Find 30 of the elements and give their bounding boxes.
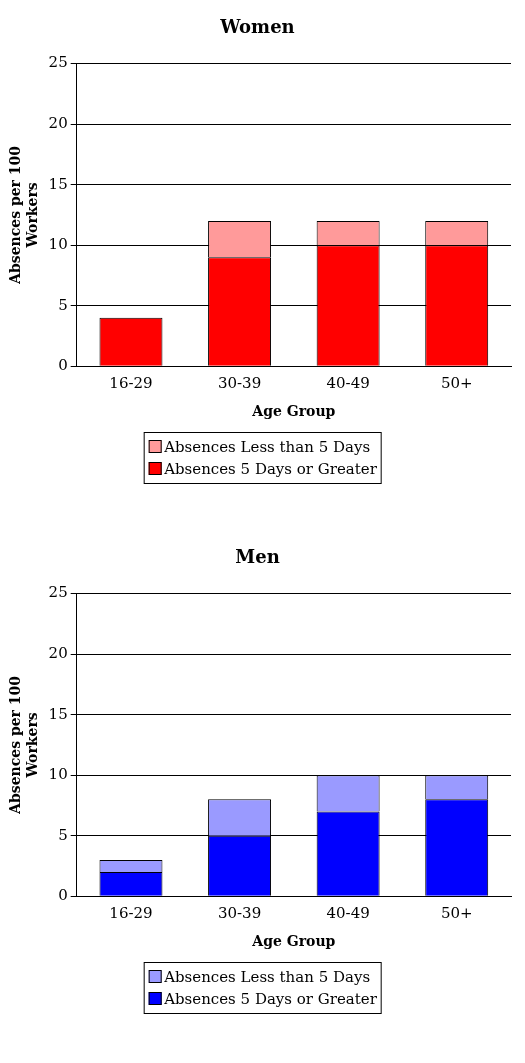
x-tick-label: 16-29 bbox=[109, 904, 153, 923]
y-axis-title: Absences per 100 Workers bbox=[7, 675, 40, 815]
y-tick-label: 0 bbox=[58, 886, 68, 905]
x-axis-title: Age Group bbox=[251, 403, 336, 420]
legend-label: Absences Less than 5 Days bbox=[164, 968, 371, 986]
legend-label: Absences 5 Days or Greater bbox=[164, 460, 377, 478]
y-tick-label: 5 bbox=[58, 825, 68, 844]
y-tick-label: 15 bbox=[48, 704, 68, 723]
y-axis-title: Absences per 100 Workers bbox=[7, 145, 40, 285]
x-tick-label: 30-39 bbox=[217, 374, 262, 393]
y-tick-label: 20 bbox=[48, 114, 68, 133]
legend-label: Absences 5 Days or Greater bbox=[164, 990, 377, 1008]
x-tick-label: 30-39 bbox=[217, 904, 262, 923]
y-tick-label: 20 bbox=[48, 644, 68, 663]
chart-title: Men bbox=[235, 546, 280, 568]
chart-title: Women bbox=[219, 16, 295, 38]
x-axis-title: Age Group bbox=[251, 933, 336, 950]
x-tick-label: 50+ bbox=[440, 374, 473, 393]
y-tick-label: 25 bbox=[48, 583, 68, 602]
legend-label: Absences Less than 5 Days bbox=[164, 438, 371, 456]
y-tick-label: 15 bbox=[48, 174, 68, 193]
x-tick-label: 40-49 bbox=[326, 904, 370, 923]
x-tick-label: 40-49 bbox=[326, 374, 370, 393]
y-tick-label: 5 bbox=[58, 295, 68, 314]
y-tick-label: 25 bbox=[48, 53, 68, 72]
x-tick-label: 16-29 bbox=[109, 374, 153, 393]
y-tick-label: 10 bbox=[48, 235, 68, 254]
y-tick-label: 10 bbox=[48, 765, 68, 784]
x-tick-label: 50+ bbox=[440, 904, 473, 923]
y-tick-label: 0 bbox=[58, 356, 68, 375]
